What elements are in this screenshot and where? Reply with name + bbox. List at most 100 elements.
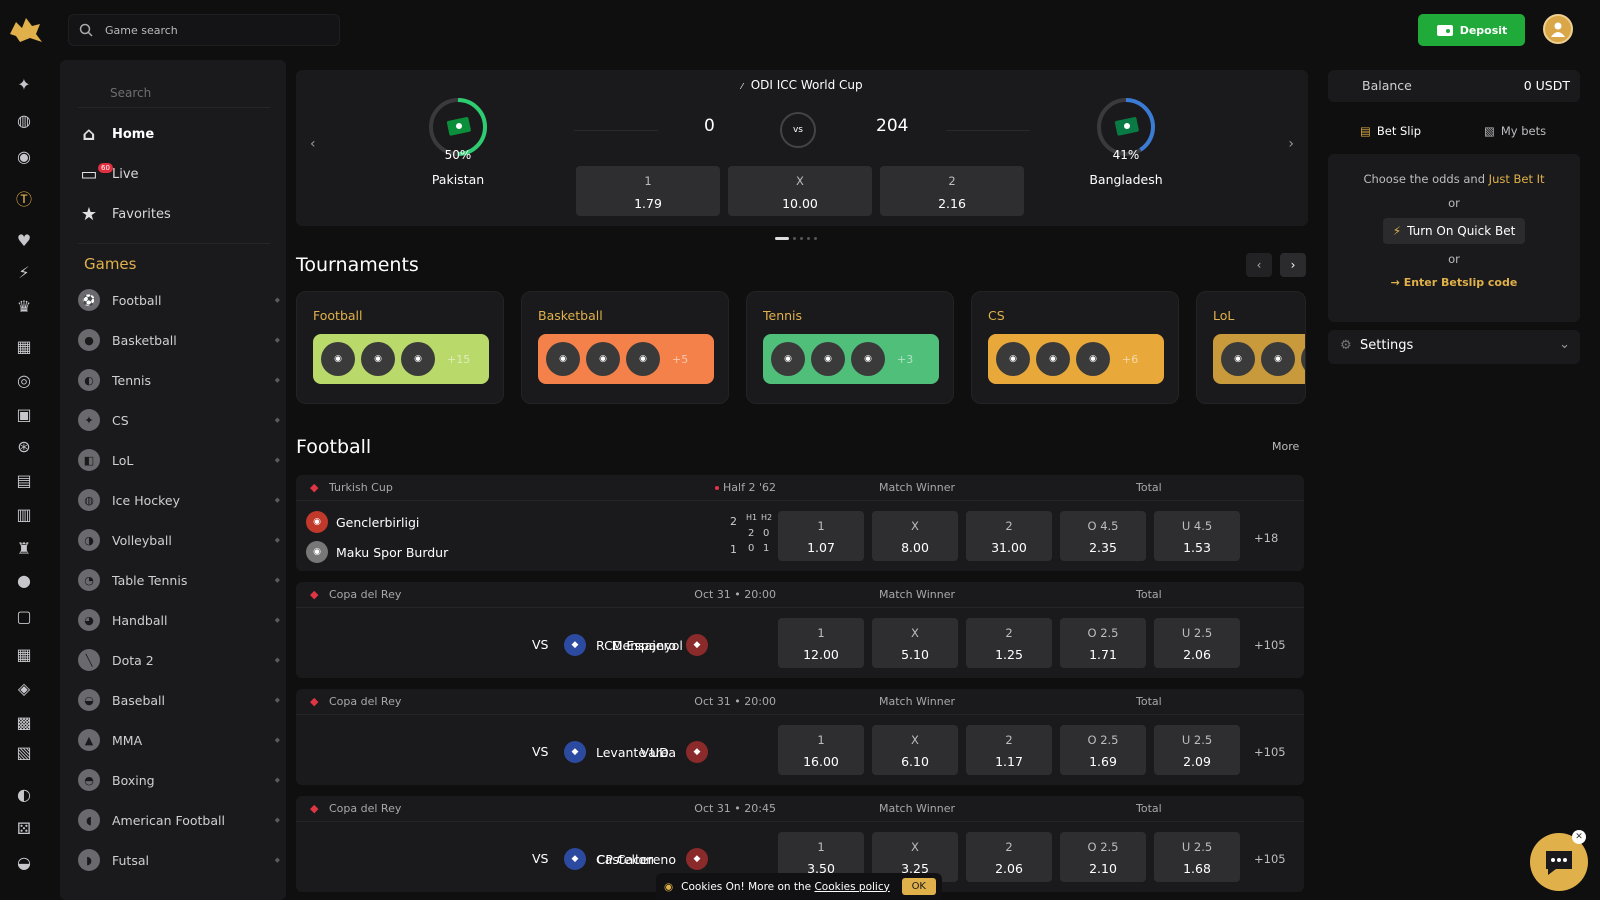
live-casino-icon[interactable]: ▩ [16,712,32,732]
more-markets-link[interactable]: +105 [1254,852,1286,866]
pin-icon[interactable]: ◆ [274,776,280,784]
tournament-logos-strip[interactable]: ◉ ◉ ◉ +5 [538,334,714,384]
token-icon[interactable]: Ⓣ [15,190,32,209]
search-game-icon[interactable]: ◎ [17,370,31,390]
lottery-icon[interactable]: ◈ [17,678,31,698]
more-markets-link[interactable]: +105 [1254,638,1286,652]
match-row[interactable]: ◆ Turkish Cup Half 2 '62 Match Winner Total ◉… [296,475,1304,571]
roulette-icon[interactable]: ◉ [17,146,31,166]
tv-icon[interactable]: ▢ [16,606,32,626]
settings-accordion[interactable]: ⚙ Settings ⌄ [1328,330,1580,364]
sidebar-sport-item[interactable]: ◓ Boxing ◆ [78,765,280,795]
trophy-icon[interactable]: ♛ [16,296,32,316]
odds-button[interactable]: 2 1.25 [966,618,1052,668]
odds-button[interactable]: U 2.5 2.09 [1154,725,1240,775]
promo-icon[interactable]: ◒ [17,852,31,872]
brand-logo[interactable] [6,12,46,48]
chat-close-button[interactable]: ✕ [1572,830,1586,844]
carousel-dot[interactable] [800,237,803,240]
sidebar-sport-item[interactable]: ✦ CS ◆ [78,405,280,435]
tournaments-next-button[interactable]: › [1280,253,1306,277]
tab-my-bets[interactable]: ▧ My bets [1484,124,1546,138]
hero-prev-arrow[interactable]: ‹ [310,136,316,152]
pin-icon[interactable]: ◆ [274,576,280,584]
sidebar-search-input[interactable]: Search [78,78,270,108]
pin-icon[interactable]: ◆ [274,656,280,664]
lightning-icon[interactable]: ⚡ [18,262,30,282]
tournament-card[interactable]: Tennis ◉ ◉ ◉ +3 [746,291,954,404]
nav-live[interactable]: ▭ 60 Live [78,158,278,190]
casino-dice-icon[interactable]: ✦ [17,74,31,94]
odds-button[interactable]: 1 12.00 [778,618,864,668]
tournament-card[interactable]: LoL◉◉◉ [1196,291,1306,404]
tournament-logos-strip[interactable]: ◉ ◉ ◉ +15 [313,334,489,384]
odds-button[interactable]: X 5.10 [872,618,958,668]
tournament-card[interactable]: CS ◉ ◉ ◉ +6 [971,291,1179,404]
tournaments-prev-button[interactable]: ‹ [1246,253,1272,277]
target-icon[interactable]: ⊛ [17,436,31,456]
tab-bet-slip[interactable]: ▤ Bet Slip [1360,124,1421,138]
nav-favorites[interactable]: ★ Favorites [78,198,278,230]
slot-icon[interactable]: ▣ [16,404,32,424]
sidebar-sport-item[interactable]: ◗ Futsal ◆ [78,845,280,875]
carousel-dot[interactable] [814,237,817,240]
apps-icon[interactable]: ▦ [16,644,32,664]
match-row[interactable]: ◆ Copa del Rey Oct 31 • 20:00 Match Winner T… [296,689,1304,785]
sidebar-sport-item[interactable]: ◖ American Football ◆ [78,805,280,835]
nav-home[interactable]: ⌂ Home [78,118,278,150]
dice-icon[interactable]: ⚄ [17,818,31,838]
sidebar-sport-item[interactable]: ⚽ Football ◆ [78,285,280,315]
odds-button[interactable]: 1 16.00 [778,725,864,775]
hero-next-arrow[interactable]: › [1288,136,1294,152]
heart-icon[interactable]: ♥ [16,230,32,250]
pin-icon[interactable]: ◆ [274,856,280,864]
tournament-logos-strip[interactable]: ◉◉◉ [1213,334,1305,384]
pin-icon[interactable]: ◆ [274,456,280,464]
enter-betslip-code-link[interactable]: → Enter Betslip code [1390,276,1518,289]
tournament-card[interactable]: Basketball ◉ ◉ ◉ +5 [521,291,729,404]
basketball-icon[interactable]: ◍ [17,110,31,130]
quick-bet-button[interactable]: ⚡ Turn On Quick Bet [1382,218,1526,244]
odds-button[interactable]: 1 1.07 [778,511,864,561]
odds-button[interactable]: U 2.5 2.06 [1154,618,1240,668]
tournament-logos-strip[interactable]: ◉ ◉ ◉ +6 [988,334,1164,384]
pin-icon[interactable]: ◆ [274,496,280,504]
game-search-input[interactable]: Game search [68,14,340,46]
cards-icon[interactable]: ▤ [16,470,32,490]
sidebar-sport-item[interactable]: ◕ Handball ◆ [78,605,280,635]
grid-icon[interactable]: ▦ [16,336,32,356]
cookie-policy-link[interactable]: Cookies policy [814,880,890,893]
pin-icon[interactable]: ◆ [274,696,280,704]
pin-icon[interactable]: ◆ [274,736,280,744]
pin-icon[interactable]: ◆ [274,376,280,384]
more-markets-link[interactable]: +18 [1254,531,1279,545]
odds-button[interactable]: 2 1.17 [966,725,1052,775]
sidebar-sport-item[interactable]: ◧ LoL ◆ [78,445,280,475]
tournament-logos-strip[interactable]: ◉ ◉ ◉ +3 [763,334,939,384]
sidebar-sport-item[interactable]: ◍ Ice Hockey ◆ [78,485,280,515]
pin-icon[interactable]: ◆ [274,416,280,424]
football-more-link[interactable]: More [1272,440,1300,453]
odds-button[interactable]: X 6.10 [872,725,958,775]
match-row[interactable]: ◆ Copa del Rey Oct 31 • 20:00 Match Winner T… [296,582,1304,678]
tournament-card[interactable]: Football ◉ ◉ ◉ +15 [296,291,504,404]
bingo-icon[interactable]: ▧ [16,742,32,762]
user-avatar[interactable] [1543,14,1573,44]
cup-icon[interactable]: ♜ [16,538,32,558]
pin-icon[interactable]: ◆ [274,816,280,824]
hero-odd-2[interactable]: 2 2.16 [880,166,1024,216]
carousel-dot[interactable] [793,237,796,240]
odds-button[interactable]: 2 31.00 [966,511,1052,561]
odds-button[interactable]: O 2.5 1.69 [1060,725,1146,775]
odds-button[interactable]: O 2.5 2.10 [1060,832,1146,882]
odds-button[interactable]: U 2.5 1.68 [1154,832,1240,882]
carousel-dot[interactable] [775,237,789,240]
sidebar-sport-item[interactable]: ◐ Tennis ◆ [78,365,280,395]
odds-button[interactable]: O 4.5 2.35 [1060,511,1146,561]
odds-button[interactable]: U 4.5 1.53 [1154,511,1240,561]
carousel-dots[interactable] [775,237,817,240]
pin-icon[interactable]: ◆ [274,336,280,344]
cookie-ok-button[interactable]: OK [901,878,936,895]
chat-button[interactable] [1530,833,1588,891]
pin-icon[interactable]: ◆ [274,536,280,544]
